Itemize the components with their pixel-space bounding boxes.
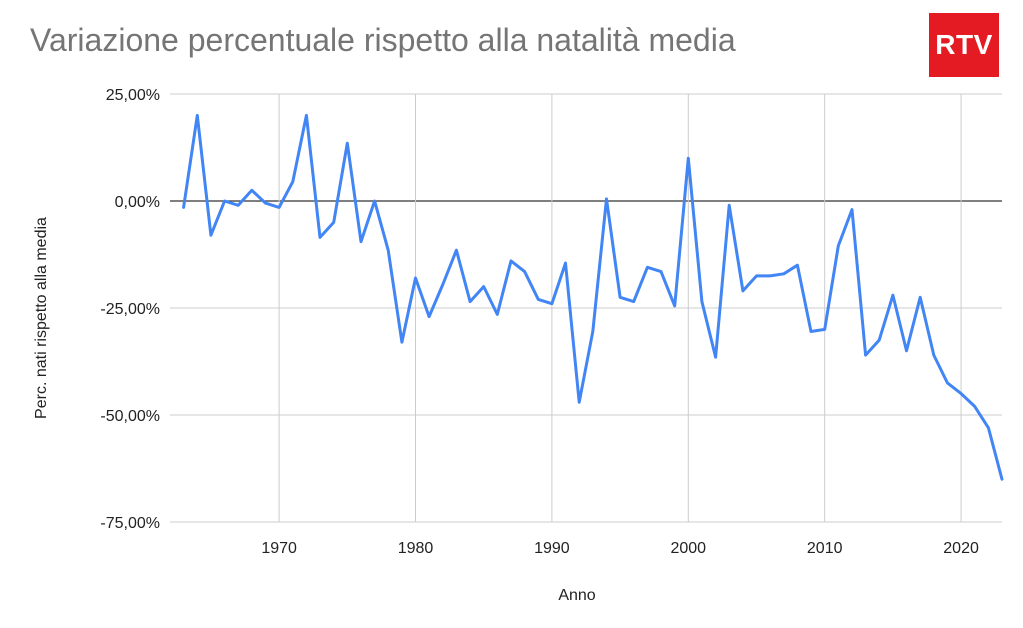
x-tick-label: 2020 — [943, 540, 979, 557]
x-tick-label: 1990 — [534, 540, 570, 557]
y-tick-label: -75,00% — [100, 515, 160, 532]
y-tick-label: 0,00% — [115, 194, 160, 211]
y-axis-title: Perc. nati rispetto alla media — [33, 217, 50, 419]
x-tick-label: 1970 — [261, 540, 297, 557]
x-tick-label: 2000 — [670, 540, 706, 557]
grid — [170, 93, 1002, 523]
x-tick-label: 2010 — [807, 540, 843, 557]
y-tick-label: -25,00% — [100, 301, 160, 318]
y-tick-label: -50,00% — [100, 408, 160, 425]
series-layer — [182, 113, 1004, 481]
axes: 25,00% 0,00% -25,00% -50,00% -75,00% 1970 1980… — [100, 87, 979, 557]
rtv-logo: RTV — [929, 13, 999, 77]
y-tick-label: 25,00% — [106, 87, 160, 104]
series-line — [182, 113, 1004, 481]
x-axis-title: Anno — [558, 587, 595, 604]
chart-title: Variazione percentuale rispetto alla nat… — [30, 22, 736, 58]
x-tick-label: 1980 — [398, 540, 434, 557]
